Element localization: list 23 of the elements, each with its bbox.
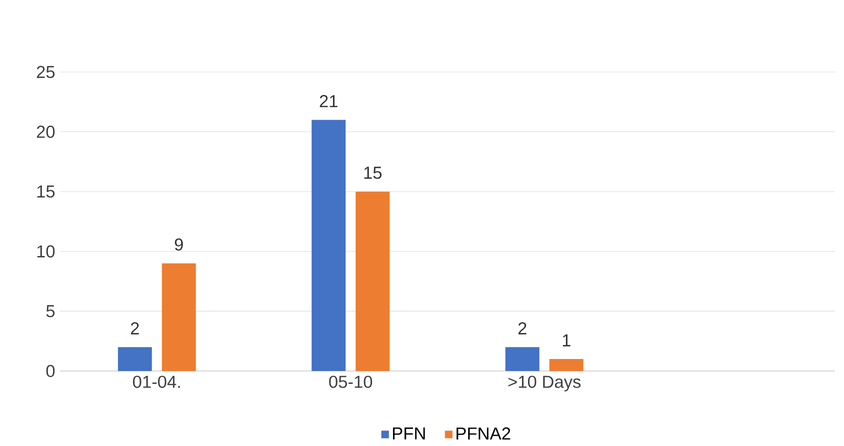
data-label: 21	[320, 95, 338, 108]
data-label: 2	[130, 322, 139, 334]
y-tick-label: 15	[37, 186, 55, 198]
bar	[356, 192, 390, 371]
x-tick-label: 05-10	[329, 376, 372, 388]
bar	[505, 347, 540, 371]
bar	[312, 120, 346, 371]
data-label: 1	[562, 334, 570, 346]
y-tick-label: 5	[46, 305, 55, 318]
legend-label: PFN	[392, 428, 425, 440]
y-tick-label: 0	[46, 364, 55, 378]
y-tick-label: 10	[37, 245, 55, 258]
bar	[162, 263, 196, 371]
legend-label: PFNA2	[456, 427, 510, 440]
x-tick-label: >10 Days	[508, 376, 581, 392]
data-label: 2	[518, 322, 526, 334]
y-tick-label: 25	[36, 66, 55, 78]
data-label: 15	[364, 166, 382, 179]
data-label: 9	[174, 238, 183, 251]
x-tick-label: 01-04.	[132, 376, 180, 388]
bar	[549, 359, 584, 371]
bar	[118, 347, 152, 371]
y-tick-label: 20	[36, 126, 55, 138]
